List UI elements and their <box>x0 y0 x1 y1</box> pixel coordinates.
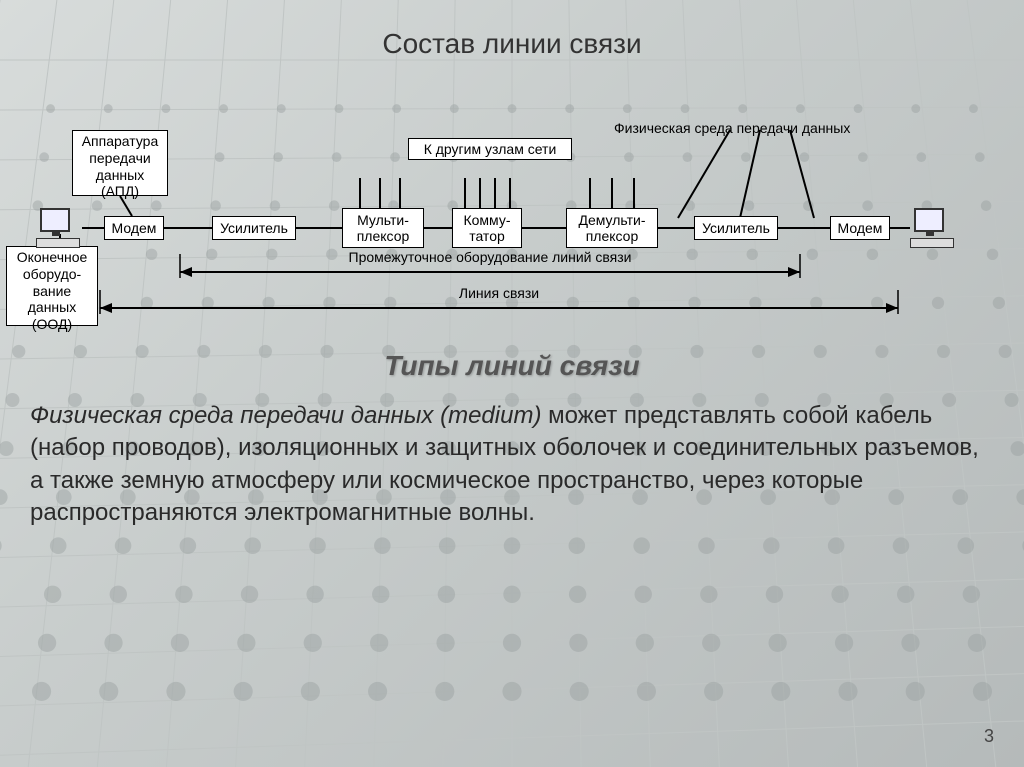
page-title: Состав линии связи <box>0 0 1024 60</box>
computer-icon <box>36 208 82 248</box>
node-demux: Демульти-плексор <box>566 208 658 248</box>
diagram: Промежуточное оборудование линий связи Ли… <box>0 78 1024 338</box>
computer-icon <box>910 208 956 248</box>
node-modem-l: Модем <box>104 216 164 240</box>
page-number: 3 <box>984 726 994 747</box>
subtitle: Типы линий связи <box>0 350 1024 382</box>
body-italic: Физическая среда передачи данных (medium… <box>30 402 541 429</box>
node-switch: Комму-татор <box>452 208 522 248</box>
label-other-nodes: К другим узлам сети <box>408 138 572 160</box>
label-apd: Аппаратурапередачиданных(АПД) <box>72 130 168 196</box>
svg-text:Линия связи: Линия связи <box>459 285 539 301</box>
node-amp-l: Усилитель <box>212 216 296 240</box>
node-modem-r: Модем <box>830 216 890 240</box>
svg-text:Промежуточное оборудование лин: Промежуточное оборудование линий связи <box>349 249 632 265</box>
label-ood: Оконечноеоборудо-ваниеданных(ООД) <box>6 246 98 326</box>
node-amp-r: Усилитель <box>694 216 778 240</box>
body-text: Физическая среда передачи данных (medium… <box>30 400 994 530</box>
label-phys-medium: Физическая среда передачи данных <box>614 120 850 136</box>
node-mux: Мульти-плексор <box>342 208 424 248</box>
